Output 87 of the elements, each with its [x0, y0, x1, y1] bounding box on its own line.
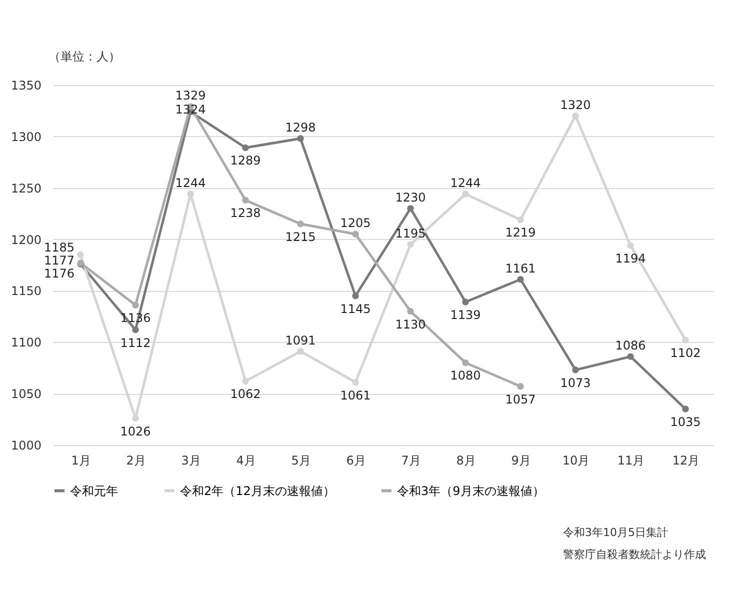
y-tick-label: 1000 — [10, 438, 42, 452]
point — [187, 190, 194, 198]
data-label: 1215 — [285, 230, 316, 244]
point — [627, 242, 634, 249]
data-label: 1086 — [615, 338, 646, 353]
x-tick-label: 2月 — [126, 454, 146, 468]
x-tick-label: 6月 — [346, 454, 366, 468]
point — [517, 383, 524, 390]
data-label: 1195 — [395, 226, 426, 240]
point — [297, 348, 304, 355]
legend-label: 令和元年 — [70, 484, 118, 498]
point — [242, 196, 249, 204]
text: 警察庁自殺者数統計より作成 — [563, 548, 706, 561]
point — [352, 378, 359, 386]
point — [627, 353, 634, 360]
y-tick-label: 1200 — [10, 232, 42, 247]
point — [352, 292, 359, 300]
point — [572, 366, 579, 374]
data-label: 1102 — [670, 346, 701, 360]
data-label: 1112 — [120, 336, 151, 350]
data-label: 1091 — [285, 333, 316, 348]
data-label: 1324 — [175, 102, 206, 117]
point — [407, 308, 414, 315]
data-label: 1145 — [340, 302, 371, 316]
point — [407, 241, 414, 248]
legend-label: 令和2年（12月末の速報値） — [180, 484, 335, 498]
x-tick-label: 5月 — [291, 454, 311, 468]
data-label: 1298 — [285, 120, 316, 134]
data-label: 1289 — [230, 154, 261, 168]
y-tick-label: 1150 — [10, 284, 42, 298]
data-label: 1061 — [340, 388, 371, 402]
point — [77, 251, 84, 258]
point — [242, 144, 249, 152]
y-axis-title: （単位：人） — [48, 50, 120, 64]
data-label: 1230 — [395, 190, 426, 204]
x-tick-label: 3月 — [181, 454, 201, 468]
x-tick-label: 11月 — [617, 454, 645, 468]
data-label: 1062 — [230, 387, 261, 402]
point — [297, 220, 304, 228]
point — [132, 414, 139, 422]
data-label: 1329 — [175, 88, 206, 103]
data-label: 1244 — [175, 176, 206, 190]
data-label: 1244 — [450, 176, 481, 190]
data-label: 1161 — [505, 261, 536, 276]
point — [462, 359, 469, 366]
data-label: 1035 — [670, 415, 701, 429]
data-label: 1130 — [395, 317, 426, 332]
data-label: 1320 — [560, 98, 591, 112]
x-tick-label: 7月 — [401, 454, 421, 468]
data-label: 1080 — [450, 368, 481, 383]
point — [517, 216, 524, 224]
data-label: 1073 — [560, 376, 591, 390]
point — [132, 326, 139, 334]
point — [572, 112, 579, 120]
y-tick-label: 1350 — [10, 78, 42, 92]
data-label: 1238 — [230, 206, 261, 220]
data-label: 1139 — [450, 308, 481, 322]
point — [407, 205, 414, 212]
legend-label: 令和3年（9月末の速報値） — [397, 484, 544, 498]
x-tick-label: 12月 — [672, 454, 700, 468]
data-label: 1057 — [505, 392, 536, 406]
data-label: 1205 — [340, 216, 371, 230]
x-tick-label: 10月 — [562, 454, 590, 468]
point — [682, 406, 689, 412]
data-label: 1026 — [120, 424, 151, 438]
x-tick-label: 1月 — [71, 454, 91, 468]
y-tick-label: 1250 — [10, 181, 42, 196]
y-tick-label: 1050 — [10, 387, 42, 402]
point — [132, 302, 139, 308]
point — [682, 336, 689, 344]
point — [462, 190, 469, 198]
point — [517, 276, 524, 283]
data-label: 1219 — [505, 226, 536, 240]
data-label: 1194 — [615, 251, 646, 266]
point — [297, 135, 304, 142]
point — [352, 230, 359, 238]
y-tick-label: 1100 — [10, 336, 42, 350]
y-tick-label: 1300 — [10, 130, 42, 144]
point — [242, 378, 249, 385]
text: 令和3年10月5日集計 — [563, 526, 668, 539]
x-tick-label: 8月 — [456, 454, 476, 468]
data-label: 1185 — [44, 240, 74, 255]
point — [462, 298, 469, 306]
data-label: 1176 — [44, 266, 74, 281]
x-tick-label: 9月 — [511, 454, 531, 468]
data-label: 1177 — [44, 254, 74, 268]
x-tick-label: 4月 — [236, 454, 256, 468]
